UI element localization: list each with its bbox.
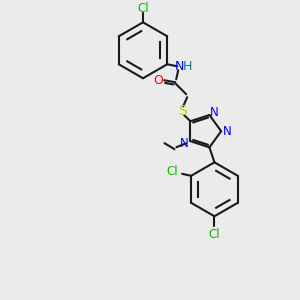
Text: Cl: Cl (137, 2, 149, 15)
Text: N: N (210, 106, 219, 118)
Text: Cl: Cl (166, 165, 178, 178)
Text: N: N (223, 125, 232, 138)
Text: Cl: Cl (208, 228, 220, 241)
Text: H: H (182, 60, 192, 73)
Text: S: S (178, 104, 187, 118)
Text: O: O (153, 74, 163, 87)
Text: N: N (180, 137, 189, 150)
Text: N: N (175, 60, 184, 73)
